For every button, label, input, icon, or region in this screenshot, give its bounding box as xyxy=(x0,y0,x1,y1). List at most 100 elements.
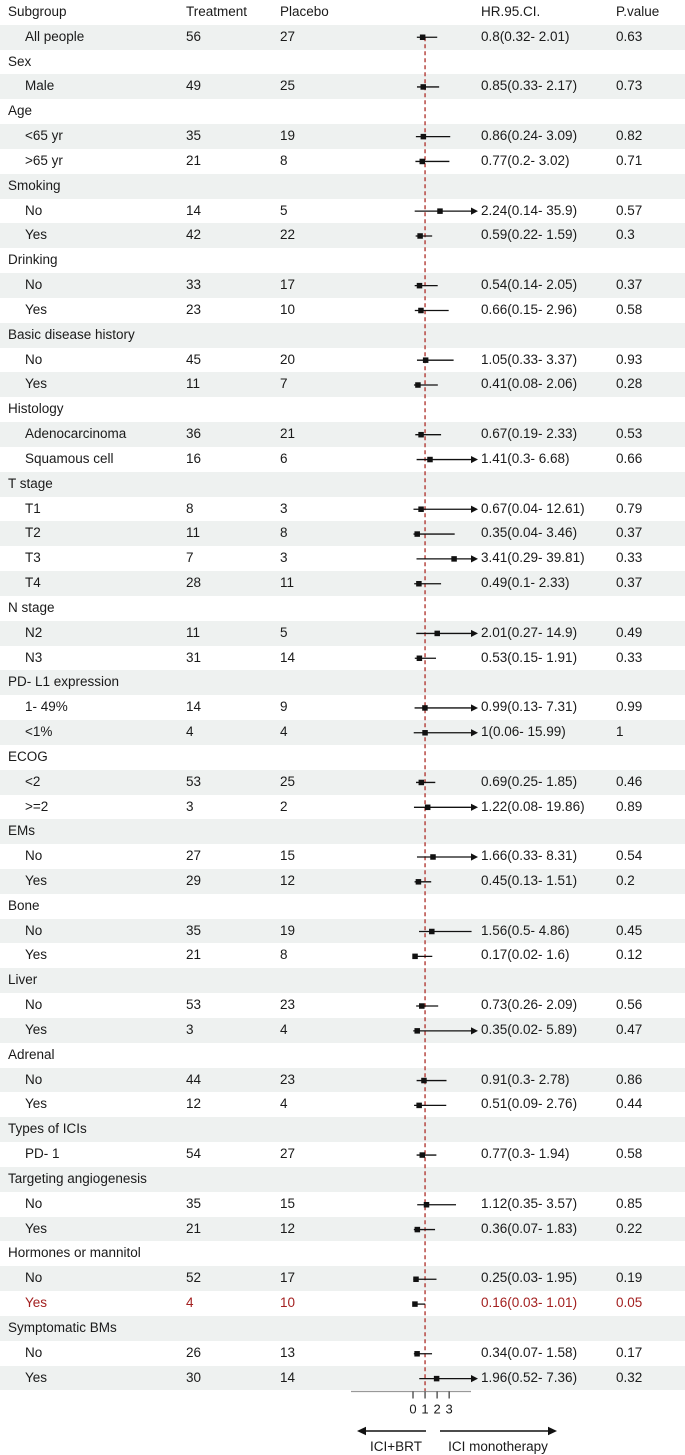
table-row: Hormones or mannitol xyxy=(0,1241,685,1266)
treatment-cell: 54 xyxy=(186,1146,202,1162)
right-arrow-label: ICI monotherapy xyxy=(448,1439,548,1454)
p-value-cell: 0.79 xyxy=(616,500,643,516)
treatment-cell: 45 xyxy=(186,351,202,367)
placebo-cell: 8 xyxy=(280,152,288,168)
hr-ci-cell: 0.17(0.02- 1.6) xyxy=(481,947,570,963)
p-value-cell: 0.49 xyxy=(616,624,643,640)
placebo-cell: 23 xyxy=(280,1071,296,1087)
table-row: 1- 49% 14 9 0.99(0.13- 7.31) 0.99 xyxy=(0,695,685,720)
placebo-cell: 10 xyxy=(280,1295,296,1311)
subgroup-cell: No xyxy=(25,1344,43,1360)
table-row: T stage xyxy=(0,471,685,497)
hr-ci-cell: 1.05(0.33- 3.37) xyxy=(481,351,578,367)
placebo-cell: 25 xyxy=(280,773,296,789)
table-header: Subgroup Treatment Placebo HR.95.CI. P.v… xyxy=(0,0,685,25)
p-value-cell: 0.3 xyxy=(616,227,635,243)
subgroup-cell: N2 xyxy=(25,624,43,640)
hr-ci-cell: 0.41(0.08- 2.06) xyxy=(481,376,578,392)
subgroup-cell: Smoking xyxy=(8,177,61,193)
p-value-cell: 0.12 xyxy=(616,947,643,963)
p-value-cell: 0.45 xyxy=(616,922,643,938)
hr-ci-cell: 0.67(0.04- 12.61) xyxy=(481,500,585,516)
hr-ci-cell: 0.67(0.19- 2.33) xyxy=(481,426,578,442)
left-arrow-label: ICI+BRT xyxy=(370,1439,422,1454)
placebo-cell: 8 xyxy=(280,525,288,541)
subgroup-cell: No xyxy=(25,1071,43,1087)
subgroup-cell: T4 xyxy=(25,575,41,591)
treatment-cell: 11 xyxy=(186,376,201,392)
subgroup-cell: Yes xyxy=(25,301,48,317)
subgroup-cell: Targeting angiogenesis xyxy=(8,1170,147,1186)
table-row: EMs xyxy=(0,819,685,845)
subgroup-cell: Hormones or mannitol xyxy=(8,1245,141,1261)
hr-ci-cell: 1.66(0.33- 8.31) xyxy=(481,848,578,864)
treatment-cell: 44 xyxy=(186,1071,202,1087)
placebo-cell: 10 xyxy=(280,301,296,317)
subgroup-cell: Drinking xyxy=(8,252,58,268)
p-value-cell: 0.05 xyxy=(616,1295,643,1311)
p-value-cell: 0.56 xyxy=(616,997,643,1013)
table-row: Yes 21 12 0.36(0.07- 1.83) 0.22 xyxy=(0,1216,685,1242)
table-row: Targeting angiogenesis xyxy=(0,1166,685,1192)
table-row: Types of ICIs xyxy=(0,1117,685,1143)
table-row: All people 56 27 0.8(0.32- 2.01) 0.63 xyxy=(0,24,685,50)
hr-ci-cell: 0.91(0.3- 2.78) xyxy=(481,1071,570,1087)
table-row: <1% 4 4 1(0.06- 15.99) 1 xyxy=(0,720,685,745)
hr-ci-cell: 0.69(0.25- 1.85) xyxy=(481,773,578,789)
table-row: Yes 30 14 1.96(0.52- 7.36) 0.32 xyxy=(0,1365,685,1391)
placebo-cell: 3 xyxy=(280,550,288,566)
col-header-hr-ci: HR.95.CI. xyxy=(481,4,541,19)
hr-ci-cell: 0.77(0.2- 3.02) xyxy=(481,152,570,168)
p-value-cell: 0.71 xyxy=(616,152,643,168)
subgroup-cell: Yes xyxy=(25,1220,48,1236)
col-header-placebo: Placebo xyxy=(280,4,329,19)
placebo-cell: 3 xyxy=(280,500,288,516)
p-value-cell: 0.37 xyxy=(616,277,643,293)
subgroup-cell: Sex xyxy=(8,53,32,69)
table-row: Liver xyxy=(0,968,685,994)
subgroup-cell: <1% xyxy=(25,724,53,740)
placebo-cell: 7 xyxy=(280,376,288,392)
placebo-cell: 4 xyxy=(280,724,288,740)
subgroup-cell: Yes xyxy=(25,1021,48,1037)
table-row: <2 53 25 0.69(0.25- 1.85) 0.46 xyxy=(0,769,685,795)
treatment-cell: 52 xyxy=(186,1270,202,1286)
hr-ci-cell: 0.35(0.02- 5.89) xyxy=(481,1021,578,1037)
hr-ci-cell: 0.51(0.09- 2.76) xyxy=(481,1096,578,1112)
table-row: >65 yr 21 8 0.77(0.2- 3.02) 0.71 xyxy=(0,149,685,174)
p-value-cell: 0.17 xyxy=(616,1344,643,1360)
table-row: Yes 12 4 0.51(0.09- 2.76) 0.44 xyxy=(0,1092,685,1117)
treatment-cell: 7 xyxy=(186,550,194,566)
right-arrowhead-icon xyxy=(548,1426,557,1436)
treatment-cell: 29 xyxy=(186,872,202,888)
subgroup-cell: T3 xyxy=(25,550,41,566)
table-row: N2 11 5 2.01(0.27- 14.9) 0.49 xyxy=(0,620,685,646)
table-row: Yes 42 22 0.59(0.22- 1.59) 0.3 xyxy=(0,223,685,249)
treatment-cell: 28 xyxy=(186,575,202,591)
subgroup-cell: T1 xyxy=(25,500,41,516)
p-value-cell: 0.63 xyxy=(616,28,643,44)
subgroup-cell: T2 xyxy=(25,525,41,541)
table-row: Smoking xyxy=(0,173,685,199)
table-row: Squamous cell 16 6 1.41(0.3- 6.68) 0.66 xyxy=(0,447,685,472)
subgroup-cell: Yes xyxy=(25,227,48,243)
p-value-cell: 0.44 xyxy=(616,1096,643,1112)
p-value-cell: 0.58 xyxy=(616,1146,643,1162)
table-row: No 26 13 0.34(0.07- 1.58) 0.17 xyxy=(0,1341,685,1366)
subgroup-cell: Types of ICIs xyxy=(8,1121,87,1137)
table-row: Age xyxy=(0,99,685,124)
subgroup-cell: >=2 xyxy=(25,798,49,814)
placebo-cell: 14 xyxy=(280,1369,296,1385)
subgroup-cell: All people xyxy=(25,28,85,44)
table-row: No 44 23 0.91(0.3- 2.78) 0.86 xyxy=(0,1067,685,1093)
subgroup-cell: Yes xyxy=(25,376,48,392)
table-row: Bone xyxy=(0,894,685,919)
table-row: Basic disease history xyxy=(0,322,685,348)
p-value-cell: 0.73 xyxy=(616,78,643,94)
axis-tick-label: 2 xyxy=(433,1402,440,1417)
hr-ci-cell: 0.86(0.24- 3.09) xyxy=(481,128,578,144)
placebo-cell: 25 xyxy=(280,78,296,94)
table-row: T3 7 3 3.41(0.29- 39.81) 0.33 xyxy=(0,546,685,571)
table-row: Drinking xyxy=(0,248,685,273)
subgroup-cell: Yes xyxy=(25,1369,48,1385)
